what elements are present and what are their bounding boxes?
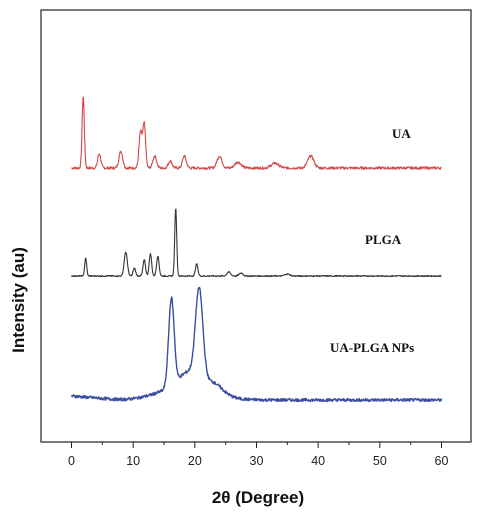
x-tick-label-40: 40 xyxy=(311,454,325,468)
trace-plga xyxy=(71,208,442,278)
plot-frame xyxy=(40,9,472,443)
x-axis: 0 10 20 30 40 50 60 xyxy=(68,442,448,468)
x-tick-label-10: 10 xyxy=(126,454,140,468)
x-tick-label-20: 20 xyxy=(188,454,202,468)
y-axis-title: Intensity (au) xyxy=(9,247,28,353)
series-label-ua: UA xyxy=(392,126,411,141)
series-label-ua-plga-nps: UA-PLGA NPs xyxy=(330,340,414,355)
x-tick-label-60: 60 xyxy=(435,454,449,468)
x-tick-label-50: 50 xyxy=(373,454,387,468)
x-tick-label-0: 0 xyxy=(68,454,75,468)
trace-ua-plga-nps xyxy=(70,286,443,403)
series-label-plga: PLGA xyxy=(365,232,402,247)
x-axis-title: 2θ (Degree) xyxy=(212,488,304,507)
traces xyxy=(70,96,443,403)
x-tick-label-30: 30 xyxy=(250,454,264,468)
series-labels: UA PLGA UA-PLGA NPs xyxy=(330,126,414,355)
trace-ua xyxy=(71,96,442,170)
